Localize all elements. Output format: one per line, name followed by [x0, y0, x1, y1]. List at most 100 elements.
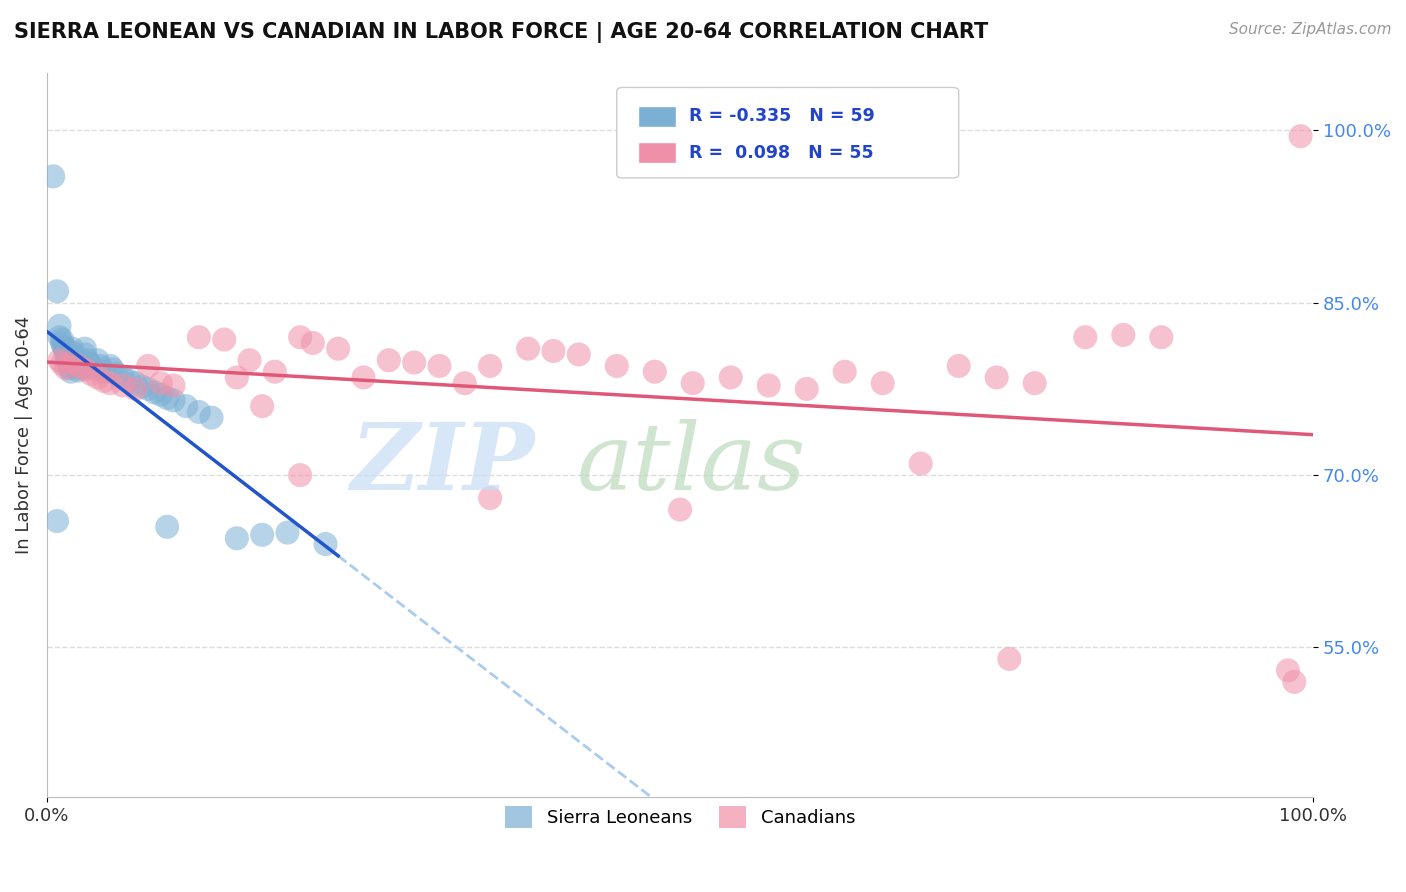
Point	[948, 359, 970, 373]
Point	[80, 359, 103, 373]
Point	[200, 410, 222, 425]
Point	[73, 362, 96, 376]
Legend: Sierra Leoneans, Canadians: Sierra Leoneans, Canadians	[498, 798, 862, 835]
Point	[149, 387, 172, 401]
Point	[404, 355, 426, 369]
Point	[124, 382, 146, 396]
Point	[910, 457, 932, 471]
Point	[51, 335, 73, 350]
Point	[111, 370, 134, 384]
Point	[83, 361, 105, 376]
Point	[517, 342, 540, 356]
Point	[105, 367, 128, 381]
Point	[63, 359, 86, 373]
Point	[111, 378, 134, 392]
Point	[69, 353, 91, 368]
Point	[67, 363, 90, 377]
Point	[187, 405, 209, 419]
Point	[250, 399, 273, 413]
Y-axis label: In Labor Force | Age 20-64: In Labor Force | Age 20-64	[15, 316, 32, 554]
Point	[56, 350, 79, 364]
Point	[288, 330, 311, 344]
Point	[986, 370, 1008, 384]
Text: SIERRA LEONEAN VS CANADIAN IN LABOR FORCE | AGE 20-64 CORRELATION CHART: SIERRA LEONEAN VS CANADIAN IN LABOR FORC…	[14, 22, 988, 44]
Point	[143, 385, 166, 400]
Point	[98, 359, 121, 373]
Point	[55, 347, 77, 361]
Point	[93, 374, 115, 388]
Point	[67, 359, 90, 373]
Point	[73, 347, 96, 361]
Bar	[638, 105, 676, 128]
FancyBboxPatch shape	[617, 87, 959, 178]
Point	[872, 376, 894, 391]
Point	[543, 344, 565, 359]
Point	[174, 399, 197, 413]
Point	[225, 370, 247, 384]
Point	[1150, 330, 1173, 344]
Point	[55, 361, 77, 376]
Point	[328, 342, 350, 356]
Point	[212, 333, 235, 347]
Point	[46, 285, 69, 299]
Point	[288, 468, 311, 483]
Point	[58, 355, 80, 369]
Point	[60, 355, 83, 369]
Point	[63, 355, 86, 369]
Point	[669, 502, 692, 516]
Point	[51, 333, 73, 347]
Point	[52, 339, 75, 353]
Point	[66, 357, 89, 371]
Point	[1277, 664, 1299, 678]
Point	[429, 359, 451, 373]
Point	[187, 330, 209, 344]
Point	[98, 376, 121, 391]
Point	[378, 353, 401, 368]
Point	[76, 353, 98, 368]
Point	[101, 362, 124, 376]
Point	[93, 365, 115, 379]
Point	[149, 376, 172, 391]
Point	[834, 365, 856, 379]
Point	[276, 525, 298, 540]
Text: atlas: atlas	[578, 419, 807, 508]
Point	[65, 353, 87, 368]
Point	[720, 370, 742, 384]
Point	[606, 359, 628, 373]
Point	[353, 370, 375, 384]
Text: Source: ZipAtlas.com: Source: ZipAtlas.com	[1229, 22, 1392, 37]
Point	[479, 359, 502, 373]
Point	[250, 528, 273, 542]
Point	[59, 359, 82, 373]
Point	[796, 382, 818, 396]
Point	[263, 365, 285, 379]
Point	[1024, 376, 1046, 391]
Point	[59, 365, 82, 379]
Point	[1112, 327, 1135, 342]
Text: R = -0.335   N = 59: R = -0.335 N = 59	[689, 107, 875, 126]
Point	[67, 360, 90, 375]
Point	[682, 376, 704, 391]
Point	[315, 537, 337, 551]
Point	[73, 342, 96, 356]
Point	[46, 514, 69, 528]
Point	[1074, 330, 1097, 344]
Point	[51, 357, 73, 371]
Point	[60, 349, 83, 363]
Point	[60, 345, 83, 359]
Text: R =  0.098   N = 55: R = 0.098 N = 55	[689, 144, 873, 161]
Point	[301, 335, 323, 350]
Point	[48, 318, 70, 333]
Point	[998, 652, 1021, 666]
Point	[72, 360, 94, 375]
Text: ZIP: ZIP	[350, 419, 534, 508]
Point	[644, 365, 666, 379]
Point	[56, 353, 79, 368]
Bar	[638, 142, 676, 163]
Point	[156, 391, 179, 405]
Point	[1289, 129, 1312, 144]
Point	[238, 353, 260, 368]
Point	[55, 344, 77, 359]
Point	[70, 357, 93, 371]
Point	[86, 353, 108, 368]
